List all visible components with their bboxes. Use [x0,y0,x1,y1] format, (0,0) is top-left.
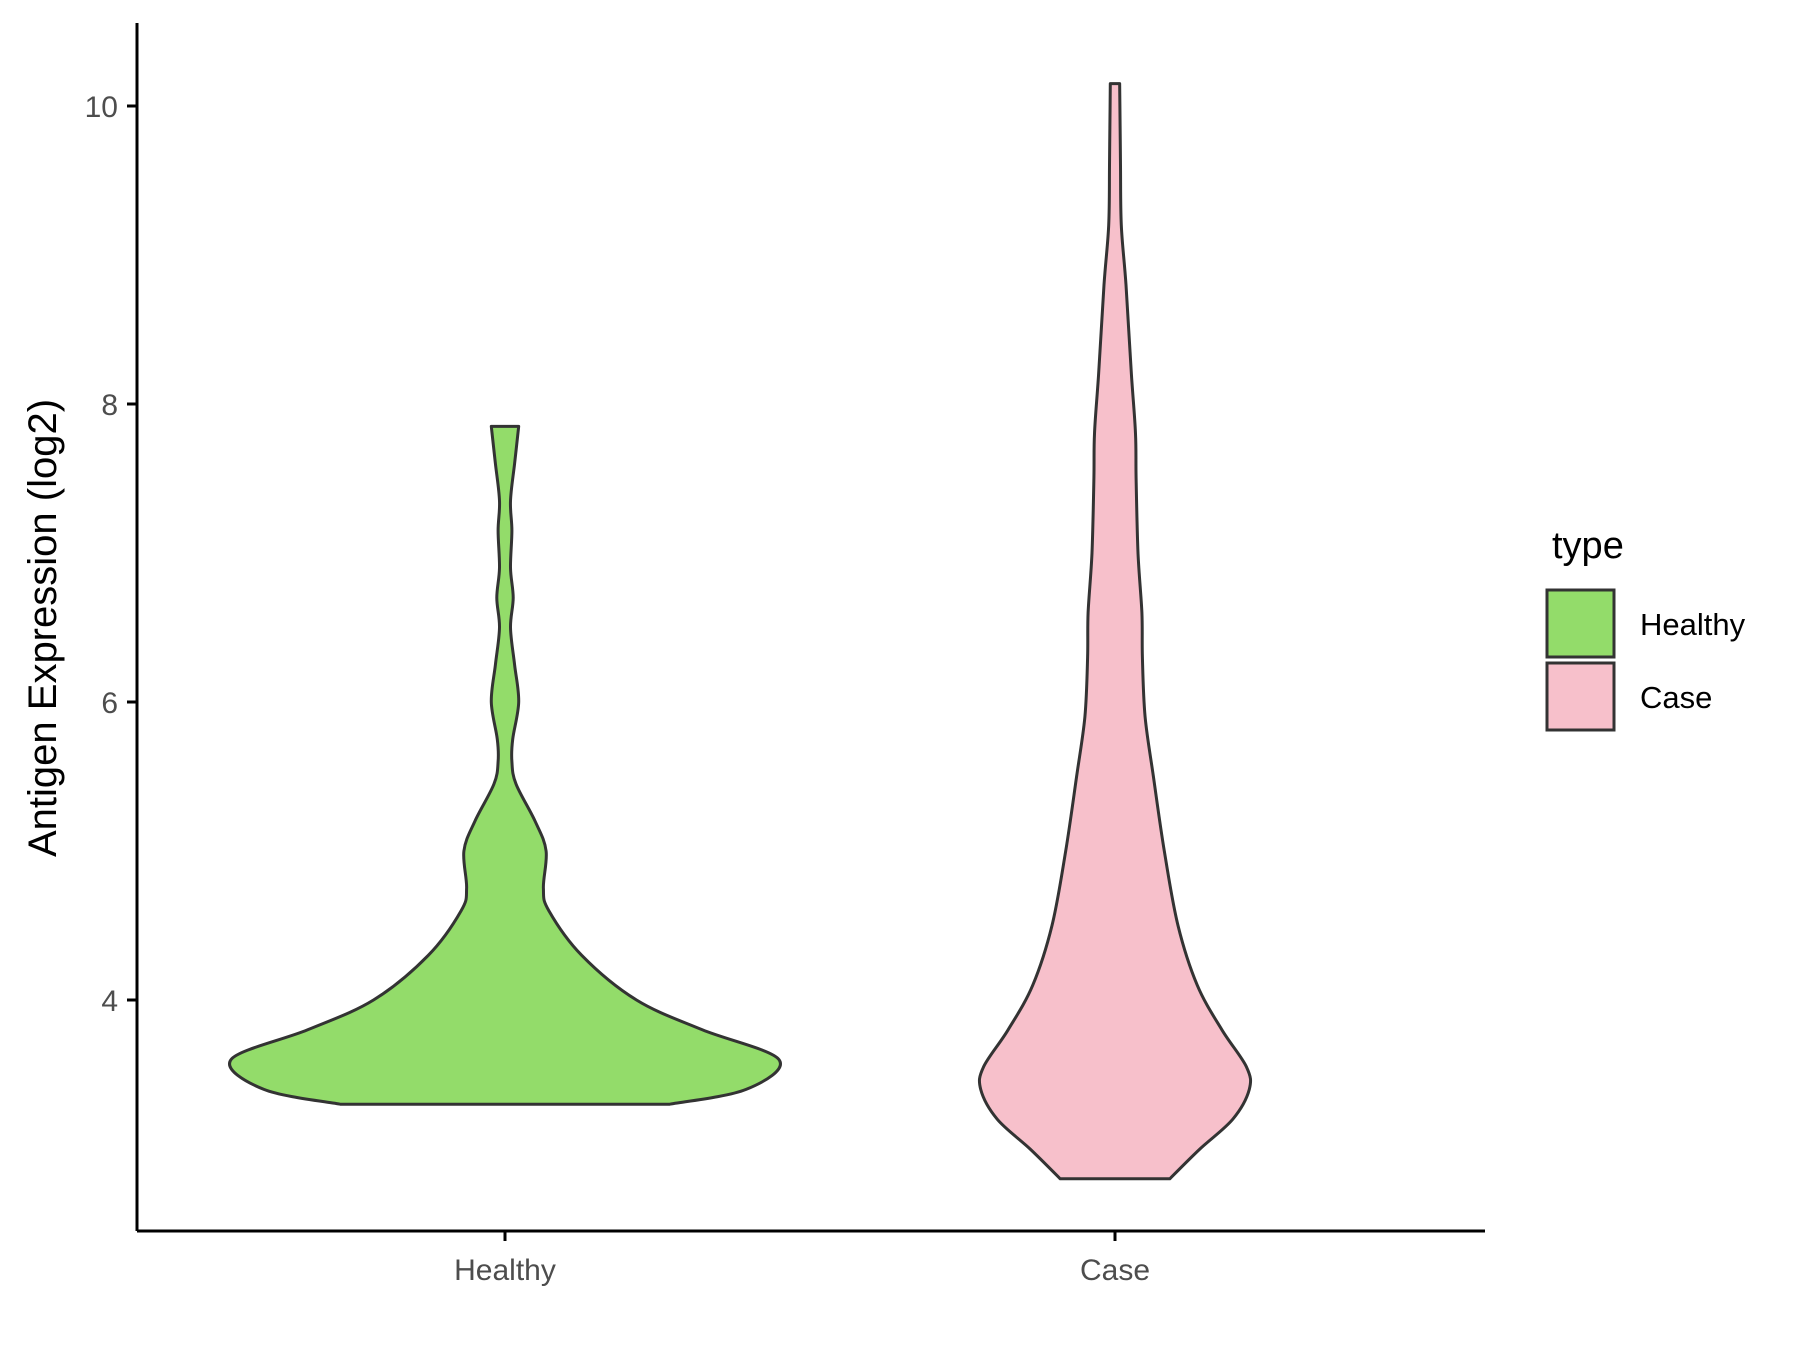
y-tick-label: 6 [101,687,118,720]
violin-healthy [228,424,782,1106]
y-tick-label: 8 [101,389,118,422]
legend-title: type [1552,525,1624,567]
y-axis-title: Antigen Expression (log2) [21,399,65,857]
violin-layer [228,82,1253,1181]
legend: type Healthy Case [1545,525,1746,732]
legend-label-case: Case [1640,680,1712,715]
x-tick-label: Healthy [454,1254,556,1287]
legend-swatch-healthy [1545,588,1616,659]
y-tick-label: 4 [101,985,118,1018]
violin-case [977,82,1253,1181]
legend-label-healthy: Healthy [1640,607,1746,642]
y-tick-label: 10 [85,91,118,124]
y-axis-ticks: 4 6 8 10 [85,91,137,1018]
x-tick-label: Case [1080,1254,1150,1287]
legend-swatch-case [1545,661,1616,732]
x-axis-ticks: Healthy Case [454,1231,1150,1287]
